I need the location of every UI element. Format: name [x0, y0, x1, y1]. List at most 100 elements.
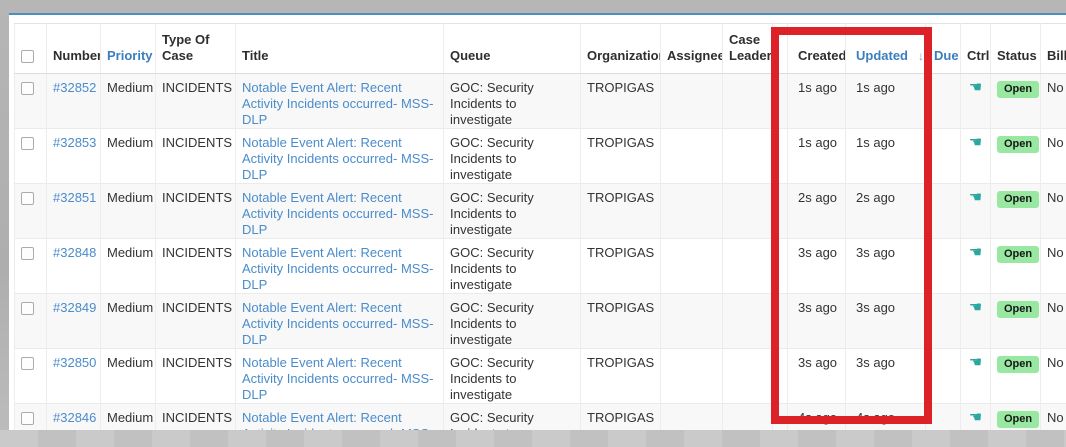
- billable-cell: No: [1040, 238, 1066, 294]
- row-checkbox[interactable]: [21, 137, 34, 151]
- table-row: #32849 Medium INCIDENTS Notable Event Al…: [14, 293, 1066, 349]
- number-cell: #32852: [46, 73, 101, 129]
- window-shadow-strip: [0, 430, 1066, 447]
- assignee-cell: [660, 73, 723, 129]
- select-cell: [14, 73, 47, 129]
- column-header-organization[interactable]: Organization: [580, 23, 661, 74]
- type-of-case-cell: INCIDENTS: [155, 128, 236, 184]
- ticket-number-link[interactable]: #32846: [53, 410, 97, 425]
- ticket-title-link[interactable]: Notable Event Alert: Recent Activity Inc…: [242, 80, 434, 127]
- column-header-priority[interactable]: Priority: [100, 23, 156, 74]
- billable-cell: No: [1040, 403, 1066, 430]
- row-checkbox[interactable]: [21, 82, 34, 96]
- take-hand-icon[interactable]: ☚: [968, 79, 983, 96]
- column-header-billable[interactable]: Billable: [1040, 23, 1066, 74]
- take-hand-icon[interactable]: ☚: [968, 244, 983, 261]
- column-header-number[interactable]: Number: [46, 23, 101, 74]
- title-cell: Notable Event Alert: Recent Activity Inc…: [235, 183, 444, 239]
- take-hand-icon[interactable]: ☚: [968, 299, 983, 316]
- billable-cell: No: [1040, 73, 1066, 129]
- ctrl-cell: ☚: [960, 293, 991, 349]
- assignee-cell: [660, 348, 723, 404]
- updated-cell: 3s ago: [845, 238, 926, 294]
- ctrl-cell: ☚: [960, 128, 991, 184]
- ticket-title-link[interactable]: Notable Event Alert: Recent Activity Inc…: [242, 135, 434, 182]
- assignee-cell: [660, 183, 723, 239]
- updated-cell: 1s ago: [845, 128, 926, 184]
- status-cell: Open: [990, 403, 1041, 430]
- ticket-title-link[interactable]: Notable Event Alert: Recent Activity Inc…: [242, 410, 433, 430]
- case-leader-cell: [722, 73, 773, 129]
- ticket-number-link[interactable]: #32851: [53, 190, 97, 205]
- ticket-number-link[interactable]: #32853: [53, 135, 97, 150]
- take-hand-icon[interactable]: ☚: [968, 409, 983, 426]
- updated-cell: 4s ago: [845, 403, 926, 430]
- row-checkbox[interactable]: [21, 302, 34, 316]
- ticket-title-link[interactable]: Notable Event Alert: Recent Activity Inc…: [242, 245, 434, 292]
- select-cell: [14, 238, 47, 294]
- updated-cell: 1s ago: [845, 73, 926, 129]
- due-cell: [925, 348, 961, 404]
- spacer-cell: [772, 73, 788, 129]
- created-cell: 1s ago: [787, 73, 846, 129]
- queue-cell: GOC: Security Incidents to investigate: [443, 73, 581, 129]
- row-checkbox[interactable]: [21, 412, 34, 426]
- table-row: #32848 Medium INCIDENTS Notable Event Al…: [14, 238, 1066, 294]
- ticket-title-link[interactable]: Notable Event Alert: Recent Activity Inc…: [242, 190, 434, 237]
- table-row: #32850 Medium INCIDENTS Notable Event Al…: [14, 348, 1066, 404]
- number-cell: #32849: [46, 293, 101, 349]
- spacer-cell: [772, 238, 788, 294]
- take-hand-icon[interactable]: ☚: [968, 134, 983, 151]
- ticket-number-link[interactable]: #32852: [53, 80, 97, 95]
- column-header-assignee[interactable]: Assignee: [660, 23, 723, 74]
- queue-cell: GOC: Security Incidents to investigate: [443, 403, 581, 430]
- column-header-queue[interactable]: Queue: [443, 23, 581, 74]
- queue-cell: GOC: Security Incidents to investigate: [443, 348, 581, 404]
- column-header-due[interactable]: Due: [925, 23, 961, 74]
- status-badge: Open: [997, 191, 1040, 208]
- ticket-number-link[interactable]: #32848: [53, 245, 97, 260]
- created-cell: 3s ago: [787, 238, 846, 294]
- column-header-title[interactable]: Title: [235, 23, 444, 74]
- case-leader-cell: [722, 403, 773, 430]
- take-hand-icon[interactable]: ☚: [968, 354, 983, 371]
- due-cell: [925, 183, 961, 239]
- spacer-cell: [772, 128, 788, 184]
- created-cell: 3s ago: [787, 293, 846, 349]
- table-row: #32846 Medium INCIDENTS Notable Event Al…: [14, 403, 1066, 430]
- queue-cell: GOC: Security Incidents to investigate: [443, 128, 581, 184]
- row-checkbox[interactable]: [21, 192, 34, 206]
- ticket-title-link[interactable]: Notable Event Alert: Recent Activity Inc…: [242, 300, 434, 347]
- column-header-updated[interactable]: Updated ↓: [845, 23, 926, 74]
- column-spacer: [772, 23, 788, 74]
- due-cell: [925, 238, 961, 294]
- title-cell: Notable Event Alert: Recent Activity Inc…: [235, 403, 444, 430]
- assignee-cell: [660, 238, 723, 294]
- ticket-number-link[interactable]: #32850: [53, 355, 97, 370]
- column-header-case-leader[interactable]: Case Leader: [722, 23, 773, 74]
- priority-cell: Medium: [100, 73, 156, 129]
- billable-cell: No: [1040, 128, 1066, 184]
- select-all-checkbox[interactable]: [21, 50, 34, 64]
- column-header-created[interactable]: Created: [787, 23, 846, 74]
- organization-cell: TROPIGAS: [580, 183, 661, 239]
- priority-sort-link[interactable]: Priority: [107, 48, 153, 63]
- due-sort-link[interactable]: Due: [934, 48, 959, 63]
- row-checkbox[interactable]: [21, 247, 34, 261]
- select-cell: [14, 403, 47, 430]
- organization-cell: TROPIGAS: [580, 73, 661, 129]
- tickets-window: Number Priority Type Of Case Title Queue…: [9, 13, 1066, 430]
- column-header-status[interactable]: Status: [990, 23, 1041, 74]
- organization-cell: TROPIGAS: [580, 403, 661, 430]
- row-checkbox[interactable]: [21, 357, 34, 371]
- number-cell: #32848: [46, 238, 101, 294]
- take-hand-icon[interactable]: ☚: [968, 189, 983, 206]
- ticket-title-link[interactable]: Notable Event Alert: Recent Activity Inc…: [242, 355, 434, 402]
- table-row: #32851 Medium INCIDENTS Notable Event Al…: [14, 183, 1066, 239]
- ctrl-cell: ☚: [960, 73, 991, 129]
- column-header-type-of-case[interactable]: Type Of Case: [155, 23, 236, 74]
- updated-sort-link[interactable]: Updated: [856, 48, 908, 63]
- organization-cell: TROPIGAS: [580, 238, 661, 294]
- ticket-number-link[interactable]: #32849: [53, 300, 97, 315]
- queue-cell: GOC: Security Incidents to investigate: [443, 183, 581, 239]
